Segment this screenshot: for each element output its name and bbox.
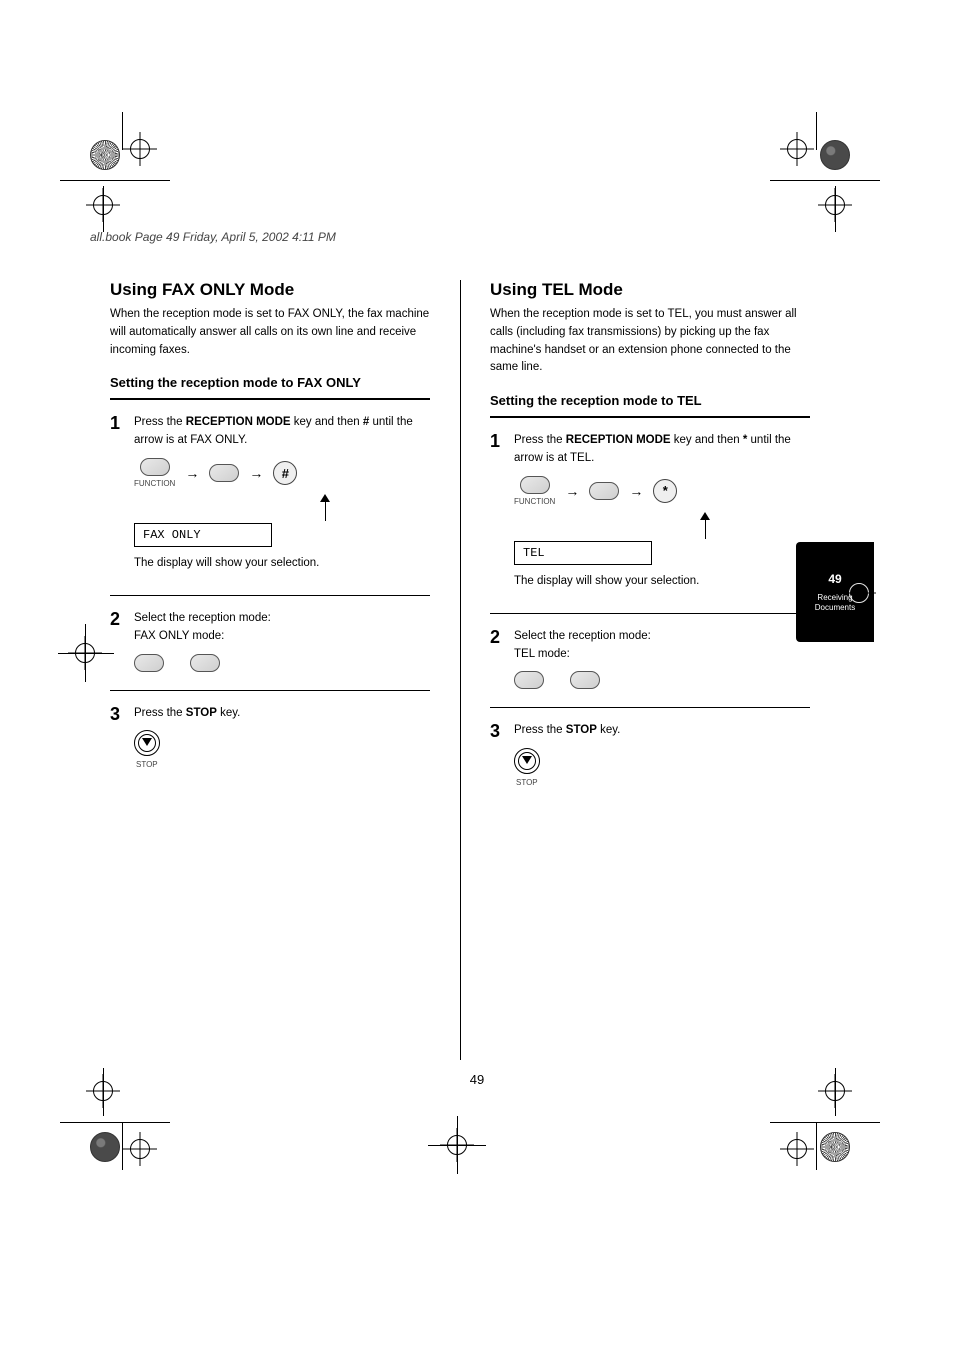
right-step2-buttons — [514, 671, 810, 689]
right-step-1: 1 Press the RECEPTION MODE key and then … — [490, 432, 810, 598]
reception-mode-button[interactable] — [570, 671, 600, 689]
left-step1-sequence: FUNCTION → → # — [134, 458, 430, 488]
arrow-right-icon: → — [629, 483, 643, 499]
left-step2-buttons — [134, 654, 430, 672]
step-number: 1 — [110, 414, 124, 580]
right-title: Using TEL Mode — [490, 280, 810, 300]
right-step1-sequence: FUNCTION → → * — [514, 476, 810, 506]
star-key[interactable]: * — [653, 479, 677, 503]
reception-mode-button[interactable] — [190, 654, 220, 672]
step-number: 2 — [490, 628, 504, 694]
rule — [490, 613, 810, 614]
function-button[interactable]: FUNCTION — [134, 458, 175, 488]
tab-page: 49 — [828, 572, 841, 587]
step-number: 1 — [490, 432, 504, 598]
rule — [110, 398, 430, 400]
step-number: 2 — [110, 610, 124, 676]
right-step2-text: Select the reception mode: TEL mode: — [514, 628, 810, 664]
lcd-display: FAX ONLY — [134, 523, 272, 547]
running-header: all.book Page 49 Friday, April 5, 2002 4… — [90, 230, 864, 244]
stop-label: STOP — [136, 760, 430, 769]
stop-label: STOP — [516, 778, 810, 787]
arrow-up-icon — [220, 494, 430, 521]
right-step1-text: Press the RECEPTION MODE key and then * … — [514, 432, 810, 468]
left-step-2: 2 Select the reception mode: FAX ONLY mo… — [110, 610, 430, 676]
arrow-up-icon — [600, 512, 810, 539]
rule — [110, 690, 430, 691]
display-caption: The display will show your selection. — [134, 555, 430, 573]
left-column: Using FAX ONLY Mode When the reception m… — [110, 280, 430, 783]
stop-button[interactable] — [514, 748, 540, 774]
step-number: 3 — [490, 722, 504, 787]
lcd-display: TEL — [514, 541, 652, 565]
reception-mode-button[interactable] — [589, 482, 619, 500]
arrow-right-icon: → — [565, 483, 579, 499]
function-button[interactable] — [134, 654, 164, 672]
header-text: all.book Page 49 Friday, April 5, 2002 4… — [90, 230, 336, 244]
rule — [490, 707, 810, 708]
left-step3-text: Press the STOP key. — [134, 705, 430, 723]
left-step1-text: Press the RECEPTION MODE key and then # … — [134, 414, 430, 450]
right-step-3: 3 Press the STOP key. STOP — [490, 722, 810, 787]
function-button[interactable]: FUNCTION — [514, 476, 555, 506]
hash-key[interactable]: # — [273, 461, 297, 485]
left-title: Using FAX ONLY Mode — [110, 280, 430, 300]
right-column: Using TEL Mode When the reception mode i… — [490, 280, 810, 801]
step-number: 3 — [110, 705, 124, 770]
left-step2-text: Select the reception mode: FAX ONLY mode… — [134, 610, 430, 646]
rule — [110, 595, 430, 596]
right-step3-text: Press the STOP key. — [514, 722, 810, 740]
display-caption: The display will show your selection. — [514, 573, 810, 591]
column-separator — [460, 280, 461, 1060]
right-step-2: 2 Select the reception mode: TEL mode: — [490, 628, 810, 694]
page: all.book Page 49 Friday, April 5, 2002 4… — [0, 0, 954, 1351]
reception-mode-button[interactable] — [209, 464, 239, 482]
left-step-3: 3 Press the STOP key. STOP — [110, 705, 430, 770]
stop-button[interactable] — [134, 730, 160, 756]
left-step-1: 1 Press the RECEPTION MODE key and then … — [110, 414, 430, 580]
function-button[interactable] — [514, 671, 544, 689]
left-intro: When the reception mode is set to FAX ON… — [110, 306, 430, 359]
page-number: 49 — [0, 1072, 954, 1087]
arrow-right-icon: → — [185, 465, 199, 481]
arrow-right-icon: → — [249, 465, 263, 481]
right-intro: When the reception mode is set to TEL, y… — [490, 306, 810, 377]
section-tab: 49 Receiving Documents — [796, 542, 874, 642]
left-subhead: Setting the reception mode to FAX ONLY — [110, 375, 430, 390]
right-subhead: Setting the reception mode to TEL — [490, 393, 810, 408]
rule — [490, 416, 810, 418]
